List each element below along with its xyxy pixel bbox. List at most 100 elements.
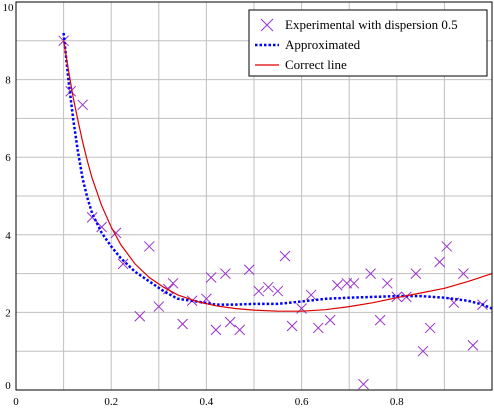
- data-point-marker: [117, 258, 129, 270]
- marker-stroke: [348, 277, 360, 289]
- data-point-marker: [272, 285, 284, 297]
- y-tick-label: 8: [5, 75, 11, 87]
- data-point-marker: [243, 264, 255, 276]
- data-point-marker: [143, 241, 155, 252]
- y-tick-label: 0: [5, 380, 11, 392]
- data-point-marker: [58, 35, 69, 47]
- marker-stroke: [391, 291, 403, 303]
- data-point-marker: [77, 99, 88, 111]
- y-tick-label: 6: [5, 152, 11, 164]
- marker-stroke: [201, 293, 212, 305]
- data-point-marker: [201, 293, 212, 305]
- marker-stroke: [467, 340, 479, 351]
- y-tick-label: 2: [5, 307, 11, 319]
- marker-stroke: [96, 221, 108, 233]
- axes: 0 0.2 0.4 0.6 0.8 0 2 4 6 8 10: [3, 1, 493, 408]
- data-point-marker: [296, 303, 307, 314]
- x-tick-label: 0: [13, 396, 19, 408]
- legend-label: Approximated: [285, 37, 361, 52]
- data-point-marker: [331, 279, 343, 291]
- marker-stroke: [234, 324, 246, 336]
- marker-stroke: [224, 316, 236, 328]
- marker-stroke: [134, 310, 146, 322]
- data-point-marker: [391, 291, 403, 303]
- data-point-marker: [305, 289, 317, 301]
- data-point-marker: [441, 241, 453, 252]
- legend-label: Correct line: [285, 57, 347, 72]
- data-point-marker: [348, 277, 360, 289]
- marker-stroke: [262, 281, 274, 293]
- marker-stroke: [324, 314, 336, 326]
- legend-label: Experimental with dispersion 0.5: [285, 17, 458, 32]
- marker-stroke: [205, 272, 217, 283]
- marker-stroke: [331, 279, 343, 291]
- marker-stroke: [410, 268, 422, 279]
- marker-stroke: [305, 289, 317, 301]
- plot-frame: [15, 1, 493, 391]
- data-point-marker: [220, 268, 231, 279]
- data-point-marker: [381, 277, 393, 289]
- marker-stroke: [110, 227, 122, 239]
- x-tick-label: 0.4: [200, 396, 214, 408]
- marker-stroke: [167, 277, 179, 289]
- marker-stroke: [424, 322, 436, 334]
- data-point-marker: [210, 324, 222, 336]
- marker-stroke: [253, 285, 265, 297]
- marker-stroke: [358, 378, 369, 390]
- marker-stroke: [279, 250, 291, 262]
- data-point-marker: [224, 316, 236, 328]
- data-point-marker: [262, 281, 274, 293]
- data-point-marker: [417, 345, 429, 357]
- marker-stroke: [272, 285, 284, 297]
- data-point-marker: [312, 322, 324, 334]
- marker-stroke: [177, 318, 188, 330]
- x-tick-label: 0.6: [295, 396, 309, 408]
- marker-stroke: [381, 277, 393, 289]
- data-point-marker: [177, 318, 188, 330]
- data-point-marker: [286, 320, 298, 332]
- data-point-marker: [324, 314, 336, 326]
- x-tick-label: 0.2: [104, 396, 118, 408]
- x-tick-label: 0.8: [390, 396, 404, 408]
- marker-stroke: [458, 268, 469, 279]
- data-point-marker: [358, 378, 369, 390]
- marker-stroke: [365, 268, 376, 279]
- data-point-marker: [234, 324, 246, 336]
- data-point-marker: [434, 256, 445, 268]
- marker-stroke: [374, 314, 386, 326]
- marker-stroke: [243, 264, 255, 276]
- legend: Experimental with dispersion 0.5 Approxim…: [248, 9, 488, 77]
- data-point-marker: [410, 268, 422, 279]
- marker-stroke: [417, 345, 429, 357]
- data-point-marker: [374, 314, 386, 326]
- data-point-marker: [458, 268, 469, 279]
- marker-stroke: [143, 241, 155, 252]
- series-layer: [58, 32, 493, 390]
- data-point-marker: [424, 322, 436, 334]
- data-point-marker: [279, 250, 291, 262]
- data-point-marker: [153, 301, 165, 312]
- marker-stroke: [312, 322, 324, 334]
- marker-stroke: [434, 256, 445, 268]
- correct-series-line: [63, 40, 493, 312]
- legend-marker-x: [260, 18, 274, 32]
- marker-stroke: [441, 241, 453, 252]
- data-point-marker: [167, 277, 179, 289]
- marker-stroke: [77, 99, 88, 111]
- marker-stroke: [86, 211, 98, 223]
- data-point-marker: [253, 285, 265, 297]
- marker-stroke: [296, 303, 307, 314]
- data-point-marker: [467, 340, 479, 351]
- legend-box: [248, 9, 488, 77]
- y-tick-label: 10: [3, 2, 15, 14]
- y-tick-label: 4: [5, 230, 11, 242]
- marker-stroke: [58, 35, 69, 47]
- data-point-marker: [134, 310, 146, 322]
- data-point-marker: [365, 268, 376, 279]
- marker-stroke: [286, 320, 298, 332]
- marker-stroke: [220, 268, 231, 279]
- marker-stroke: [210, 324, 222, 336]
- data-point-marker: [205, 272, 217, 283]
- marker-stroke: [117, 258, 129, 270]
